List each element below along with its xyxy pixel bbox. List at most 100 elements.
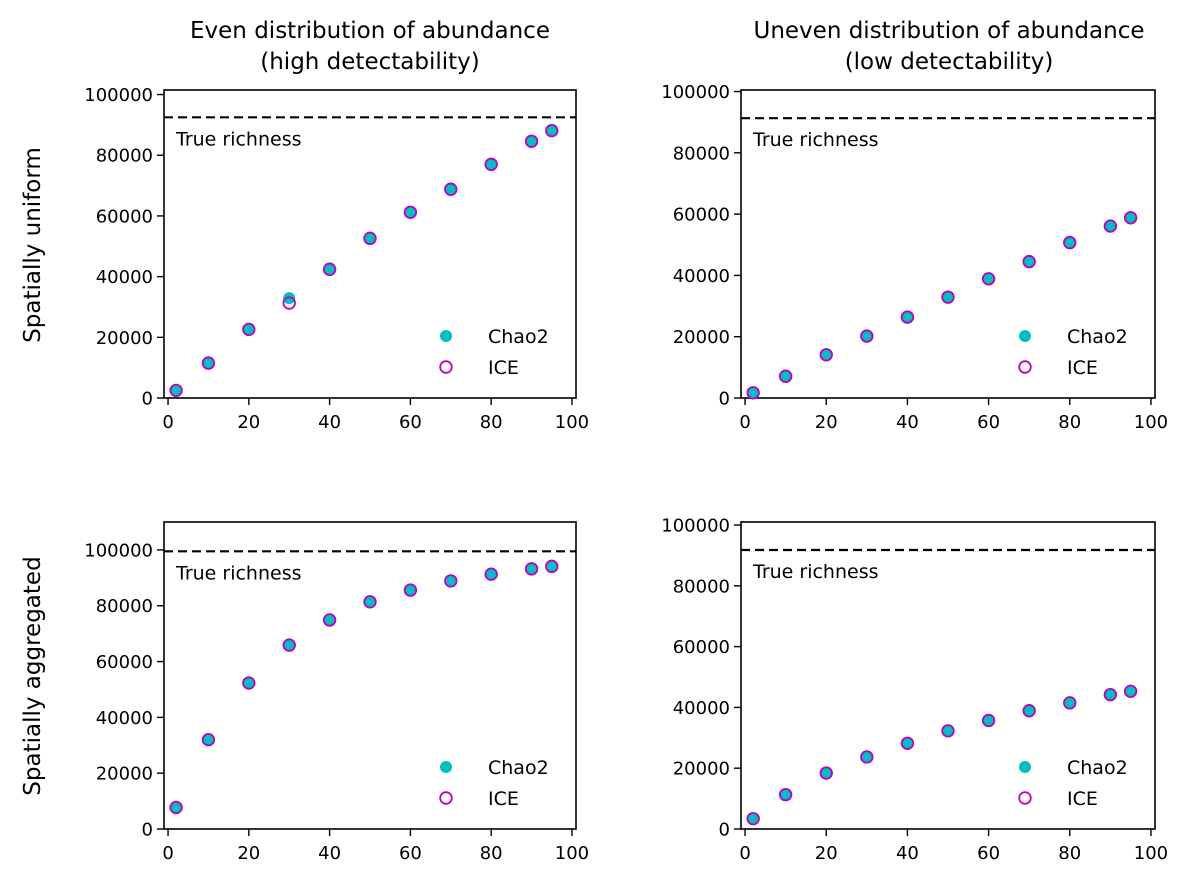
- x-tick-label: 0: [162, 843, 173, 864]
- legend-chao2-label: Chao2: [488, 326, 549, 348]
- chao2-point: [1023, 255, 1036, 268]
- legend-chao2-marker: [440, 761, 452, 773]
- chao2-point: [364, 231, 376, 244]
- y-tick-label: 40000: [96, 708, 153, 729]
- ice-point: [363, 595, 377, 609]
- x-tick-label: 60: [977, 412, 1000, 433]
- legend-chao2-label: Chao2: [1067, 757, 1128, 779]
- ice-point: [819, 348, 833, 362]
- ice-point: [282, 638, 296, 652]
- chao2-point: [860, 329, 873, 342]
- panel-top-right: True richness 0 20 40 60 80 100 0 20000 40000 6000…: [661, 82, 1168, 433]
- ice-point: [484, 157, 498, 172]
- chao2-point: [901, 310, 914, 323]
- axes-frame: [740, 89, 1156, 399]
- ice-point: [322, 262, 337, 277]
- column-title-even-line2: (high detectability): [260, 49, 480, 75]
- x-tick-label: 100: [1134, 412, 1168, 433]
- true-richness-label: True richness: [175, 562, 302, 584]
- ice-point: [242, 676, 256, 690]
- x-tick-label: 60: [399, 843, 422, 864]
- chao2-point: [1104, 688, 1117, 701]
- chao2-point: [779, 788, 792, 801]
- legend-ice-marker: [1018, 360, 1032, 374]
- y-tick-label: 40000: [673, 266, 730, 287]
- y-tick-label: 0: [719, 389, 730, 410]
- chao2-point: [820, 766, 833, 779]
- x-tick-label: 40: [896, 843, 919, 864]
- chao2-point: [982, 272, 995, 285]
- ice-point: [819, 766, 833, 780]
- axes-frame: [740, 521, 1156, 830]
- ice-point: [322, 613, 337, 627]
- column-title-uneven-line2: (low detectability): [844, 49, 1054, 75]
- x-tick-label: 0: [739, 412, 750, 433]
- chao2-point: [364, 595, 376, 608]
- x-tick-label: 20: [237, 843, 260, 864]
- x-tick-label: 0: [739, 843, 750, 864]
- y-tick-label: 20000: [673, 327, 730, 348]
- y-tick-label: 100000: [84, 540, 153, 561]
- x-tick-label: 80: [1058, 412, 1081, 433]
- x-tick-label: 20: [237, 412, 260, 433]
- ice-point: [860, 329, 874, 343]
- chao2-point: [170, 384, 183, 397]
- chao2-point: [170, 801, 183, 814]
- chao2-point: [1063, 236, 1076, 249]
- chao2-point: [485, 157, 498, 170]
- ice-point: [169, 800, 183, 815]
- chao2-point: [860, 750, 873, 763]
- y-tick-label: 80000: [673, 143, 730, 164]
- x-tick-label: 40: [896, 412, 919, 433]
- chao2-point: [747, 386, 760, 399]
- ice-point: [403, 205, 418, 219]
- y-tick-label: 60000: [673, 205, 730, 226]
- ice-point: [1103, 219, 1118, 233]
- legend: Chao2 ICE: [439, 326, 549, 379]
- chao2-point: [779, 369, 792, 382]
- x-tick-label: 80: [480, 412, 503, 433]
- x-tick-label: 20: [815, 843, 838, 864]
- y-tick-label: 20000: [96, 328, 153, 349]
- chao2-point: [404, 583, 417, 596]
- ice-point: [941, 290, 955, 304]
- chao2-point: [942, 290, 954, 303]
- ice-point: [1123, 211, 1138, 225]
- y-tick-label: 60000: [96, 206, 153, 227]
- chao2-point: [545, 560, 558, 573]
- ice-point: [524, 134, 539, 148]
- legend: Chao2 ICE: [439, 757, 549, 810]
- y-tick-label: 80000: [673, 576, 730, 597]
- ice-point: [941, 724, 955, 738]
- column-title-even: Even distribution of abundance (high det…: [160, 16, 580, 78]
- chao2-point: [1124, 685, 1137, 698]
- true-richness-label: True richness: [752, 129, 879, 151]
- x-tick-label: 60: [977, 843, 1000, 864]
- ice-point: [282, 296, 296, 310]
- panel-bottom-left: True richness 0 20 40 60 80 100 0 20000 40000 6000…: [84, 521, 589, 864]
- ice-point: [403, 583, 418, 597]
- legend-chao2-marker: [1019, 761, 1031, 773]
- y-tick-label: 100000: [661, 82, 730, 103]
- legend-ice-marker: [439, 791, 453, 805]
- chao2-point: [242, 676, 255, 689]
- ice-point: [484, 567, 498, 581]
- y-tick-label: 80000: [96, 596, 153, 617]
- ice-point: [860, 750, 874, 764]
- x-tick-label: 80: [480, 843, 503, 864]
- y-tick-label: 0: [719, 820, 730, 841]
- ice-point: [444, 574, 458, 588]
- chao2-point: [525, 134, 538, 147]
- chao2-point: [942, 724, 954, 737]
- chao2-point: [1124, 211, 1137, 224]
- y-tick-label: 100000: [661, 516, 730, 537]
- ice-point: [1103, 687, 1118, 702]
- y-tick-label: 100000: [84, 85, 153, 106]
- chao2-point: [525, 562, 538, 575]
- y-tick-label: 20000: [673, 759, 730, 780]
- legend: Chao2 ICE: [1018, 326, 1128, 379]
- true-richness-label: True richness: [752, 561, 879, 583]
- x-tick-label: 60: [399, 412, 422, 433]
- ice-point: [981, 713, 996, 728]
